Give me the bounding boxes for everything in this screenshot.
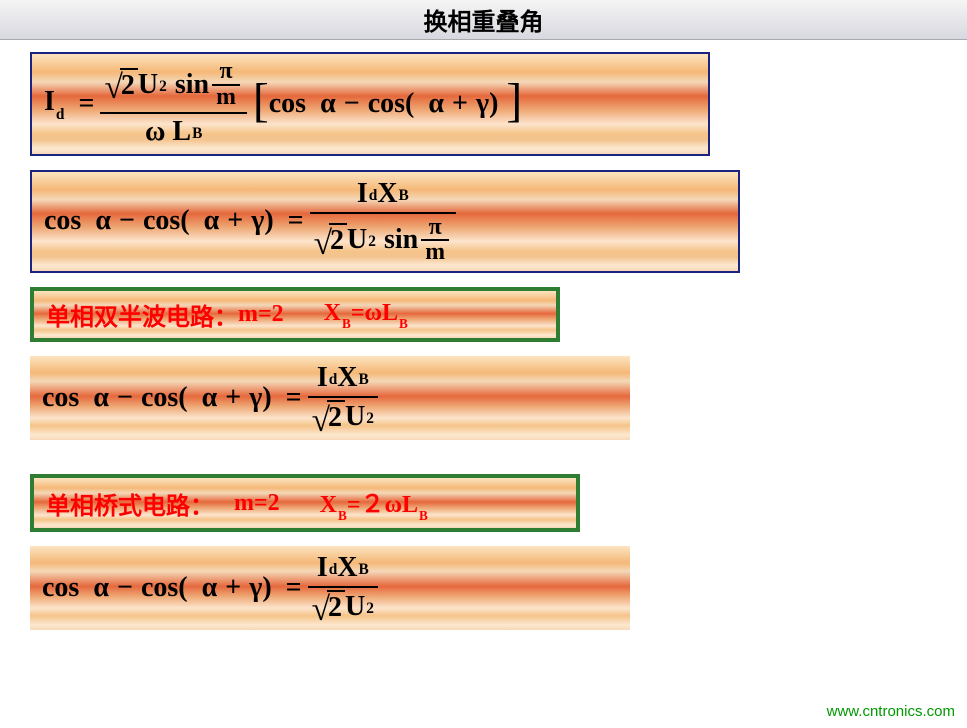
eq4-fraction: Id XB √2 U2 xyxy=(308,552,378,624)
label2-m: m=2 xyxy=(234,490,280,517)
equation-4-box: cosα − cos(α + γ ) = Id XB √2 U2 xyxy=(30,546,630,630)
equation-4: cosα − cos(α + γ ) = Id XB √2 U2 xyxy=(42,552,618,624)
label2-xexpr: XB=２ωLB xyxy=(320,484,428,522)
label1-xexpr: XB=ωLB xyxy=(324,300,408,330)
label1-m: m=2 xyxy=(238,301,284,328)
label-2: 单相桥式电路： m=2 XB=２ωLB xyxy=(46,484,564,522)
equation-1-box: Id = √2 U2 sin π m ω LB xyxy=(30,52,710,156)
page-header: 换相重叠角 xyxy=(0,0,967,40)
equation-3: cosα − cos(α + γ ) = Id XB √2 U2 xyxy=(42,362,618,434)
pi-over-m: π m xyxy=(421,216,449,266)
sqrt-icon: √2 xyxy=(314,223,347,257)
equation-1: Id = √2 U2 sin π m ω LB xyxy=(44,60,696,148)
equation-2-box: cosα − cos(α + γ ) = Id XB √2 U2 sin xyxy=(30,170,740,274)
left-bracket-icon: [ xyxy=(253,82,269,120)
eq1-fraction: √2 U2 sin π m ω LB xyxy=(100,60,246,148)
eq2-fraction: Id XB √2 U2 sin π m xyxy=(310,178,456,266)
label-2-box: 单相桥式电路： m=2 XB=２ωLB xyxy=(30,474,580,532)
eq3-fraction: Id XB √2 U2 xyxy=(308,362,378,434)
equation-2: cosα − cos(α + γ ) = Id XB √2 U2 sin xyxy=(44,178,726,266)
label-1: 单相双半波电路： m=2 XB=ωLB xyxy=(46,297,544,332)
pi-over-m: π m xyxy=(212,60,240,110)
equation-3-box: cosα − cos(α + γ ) = Id XB √2 U2 xyxy=(30,356,630,440)
page-title: 换相重叠角 xyxy=(424,2,544,37)
right-bracket-icon: ] xyxy=(506,82,522,120)
watermark-text: www.cntronics.com xyxy=(827,703,955,720)
sqrt-icon: √2 xyxy=(312,400,345,434)
sqrt-icon: √2 xyxy=(312,590,345,624)
label2-prefix: 单相桥式电路： xyxy=(46,486,214,521)
label-1-box: 单相双半波电路： m=2 XB=ωLB xyxy=(30,287,560,342)
eq1-lhs: Id xyxy=(44,86,64,122)
content-area: Id = √2 U2 sin π m ω LB xyxy=(0,40,967,654)
sqrt-icon: √2 xyxy=(104,68,137,102)
label1-prefix: 单相双半波电路： xyxy=(46,297,238,332)
eq1-equals: = xyxy=(78,88,94,120)
